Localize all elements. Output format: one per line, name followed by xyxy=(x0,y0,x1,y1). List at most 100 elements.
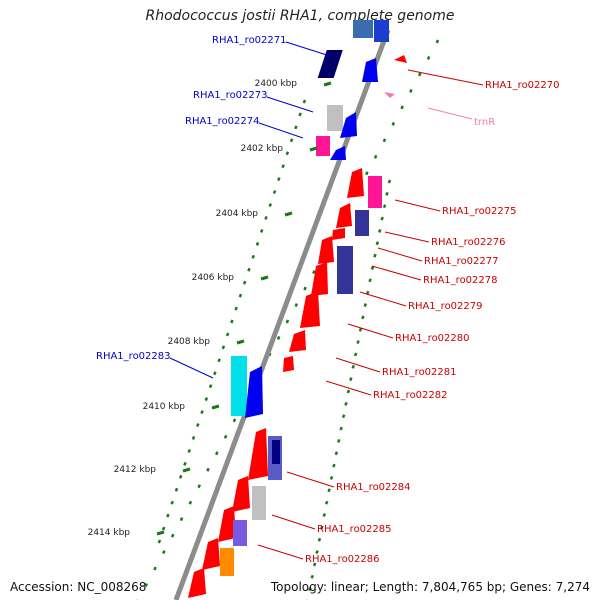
track-dot xyxy=(375,241,380,246)
track-dot xyxy=(255,241,260,246)
trna-label[interactable]: trnR xyxy=(474,117,495,128)
gene-arrow[interactable] xyxy=(336,203,352,228)
track-dot xyxy=(317,537,322,542)
track-dot xyxy=(370,266,375,270)
gene-box[interactable] xyxy=(327,105,343,131)
track-dot xyxy=(346,389,351,394)
gene-arrow[interactable] xyxy=(289,330,306,352)
track-dot xyxy=(191,436,196,440)
gene-box[interactable] xyxy=(355,210,369,236)
gene-label-RHA1_ro02277[interactable]: RHA1_ro02277 xyxy=(424,256,499,267)
track-dot xyxy=(153,566,157,571)
track-dot xyxy=(380,216,384,221)
track-dot xyxy=(223,434,228,439)
track-dot xyxy=(294,125,298,130)
gene-arrow[interactable] xyxy=(300,291,320,328)
gene-box[interactable] xyxy=(233,520,247,546)
track-dot xyxy=(365,290,370,295)
gene-box[interactable] xyxy=(374,20,389,42)
track-dot xyxy=(349,377,353,382)
gene-box[interactable] xyxy=(353,20,373,38)
scale-tick-label: 2404 kbp xyxy=(216,209,259,219)
gene-label-RHA1_ro02281[interactable]: RHA1_ro02281 xyxy=(382,367,457,378)
gene-label-RHA1_ro02282[interactable]: RHA1_ro02282 xyxy=(373,390,448,401)
gene-label-RHA1_ro02285[interactable]: RHA1_ro02285 xyxy=(317,524,392,535)
track-dot xyxy=(242,280,247,285)
track-dot xyxy=(363,303,368,307)
gene-label-RHA1_ro02275[interactable]: RHA1_ro02275 xyxy=(442,206,517,217)
gene-box[interactable] xyxy=(272,440,280,464)
track-dot xyxy=(336,438,341,443)
track-dot xyxy=(329,476,334,480)
gene-arrow[interactable] xyxy=(188,568,206,598)
track-dot xyxy=(435,39,440,44)
track-dot xyxy=(426,56,431,60)
gene-callout-line xyxy=(257,544,304,560)
scale-tick-label: 2400 kbp xyxy=(255,79,298,89)
gene-arrow[interactable] xyxy=(347,168,364,198)
track-dot xyxy=(285,319,290,324)
track-dot xyxy=(344,401,348,406)
track-dot xyxy=(225,332,230,337)
gene-box[interactable] xyxy=(337,246,353,294)
track-dot xyxy=(187,448,192,453)
gene-arrow[interactable] xyxy=(318,236,334,264)
track-dot xyxy=(373,253,377,258)
gene-label-RHA1_ro02284[interactable]: RHA1_ro02284 xyxy=(336,482,411,493)
gene-arrow[interactable] xyxy=(248,428,268,480)
gene-arrow[interactable] xyxy=(394,55,407,63)
genome-summary: Topology: linear; Length: 7,804,765 bp; … xyxy=(270,580,590,594)
track-dot xyxy=(230,319,234,324)
gene-box[interactable] xyxy=(316,136,330,156)
trna-arrow[interactable] xyxy=(384,92,395,98)
track-dot xyxy=(382,204,387,209)
gene-arrow[interactable] xyxy=(245,366,263,418)
track-dot xyxy=(324,500,329,505)
gene-features xyxy=(188,20,407,598)
track-dot xyxy=(377,228,382,233)
track-dot xyxy=(353,352,358,357)
gene-callout-line xyxy=(407,69,484,86)
gene-box[interactable] xyxy=(317,50,343,78)
track-dot xyxy=(356,340,360,345)
scale-tick-label: 2402 kbp xyxy=(241,144,284,154)
track-dot xyxy=(162,550,166,555)
gene-box[interactable] xyxy=(231,356,247,416)
gene-label-RHA1_ro02283[interactable]: RHA1_ro02283 xyxy=(96,351,171,362)
gene-callout-line xyxy=(286,471,335,488)
gene-box[interactable] xyxy=(220,548,234,576)
trna-callout-line xyxy=(427,107,473,120)
track-dot xyxy=(179,517,184,522)
track-dot xyxy=(298,112,302,117)
gene-arrow[interactable] xyxy=(218,506,236,542)
gene-arrow[interactable] xyxy=(232,476,250,512)
gene-arrow[interactable] xyxy=(330,146,346,160)
gene-label-RHA1_ro02273[interactable]: RHA1_ro02273 xyxy=(193,90,268,101)
gene-label-RHA1_ro02279[interactable]: RHA1_ro02279 xyxy=(408,301,483,312)
gene-label-RHA1_ro02274[interactable]: RHA1_ro02274 xyxy=(185,116,260,127)
gene-label-RHA1_ro02280[interactable]: RHA1_ro02280 xyxy=(395,333,470,344)
track-dot xyxy=(361,315,365,320)
track-dot xyxy=(368,278,372,283)
scale-tick-label: 2414 kbp xyxy=(88,528,131,538)
gene-label-RHA1_ro02276[interactable]: RHA1_ro02276 xyxy=(431,237,506,248)
gene-arrow[interactable] xyxy=(283,356,294,372)
track-dot xyxy=(391,121,396,126)
gene-arrow[interactable] xyxy=(340,112,357,138)
gene-arrow[interactable] xyxy=(362,58,378,82)
gene-label-RHA1_ro02278[interactable]: RHA1_ro02278 xyxy=(423,275,498,286)
track-dot xyxy=(170,533,175,538)
gene-callout-line xyxy=(394,199,441,212)
track-dot xyxy=(264,216,268,220)
gene-callout-line xyxy=(371,265,422,281)
gene-arrow[interactable] xyxy=(202,538,220,570)
gene-arrow[interactable] xyxy=(311,262,328,296)
gene-label-RHA1_ro02271[interactable]: RHA1_ro02271 xyxy=(212,35,287,46)
gene-label-RHA1_ro02286[interactable]: RHA1_ro02286 xyxy=(305,554,380,565)
gene-arrow[interactable] xyxy=(332,228,345,240)
gene-box[interactable] xyxy=(252,486,266,520)
gene-label-RHA1_ro02270[interactable]: RHA1_ro02270 xyxy=(485,80,560,91)
gene-box[interactable] xyxy=(368,176,382,208)
track-dot xyxy=(294,303,298,307)
gene-callout-line xyxy=(384,231,430,243)
